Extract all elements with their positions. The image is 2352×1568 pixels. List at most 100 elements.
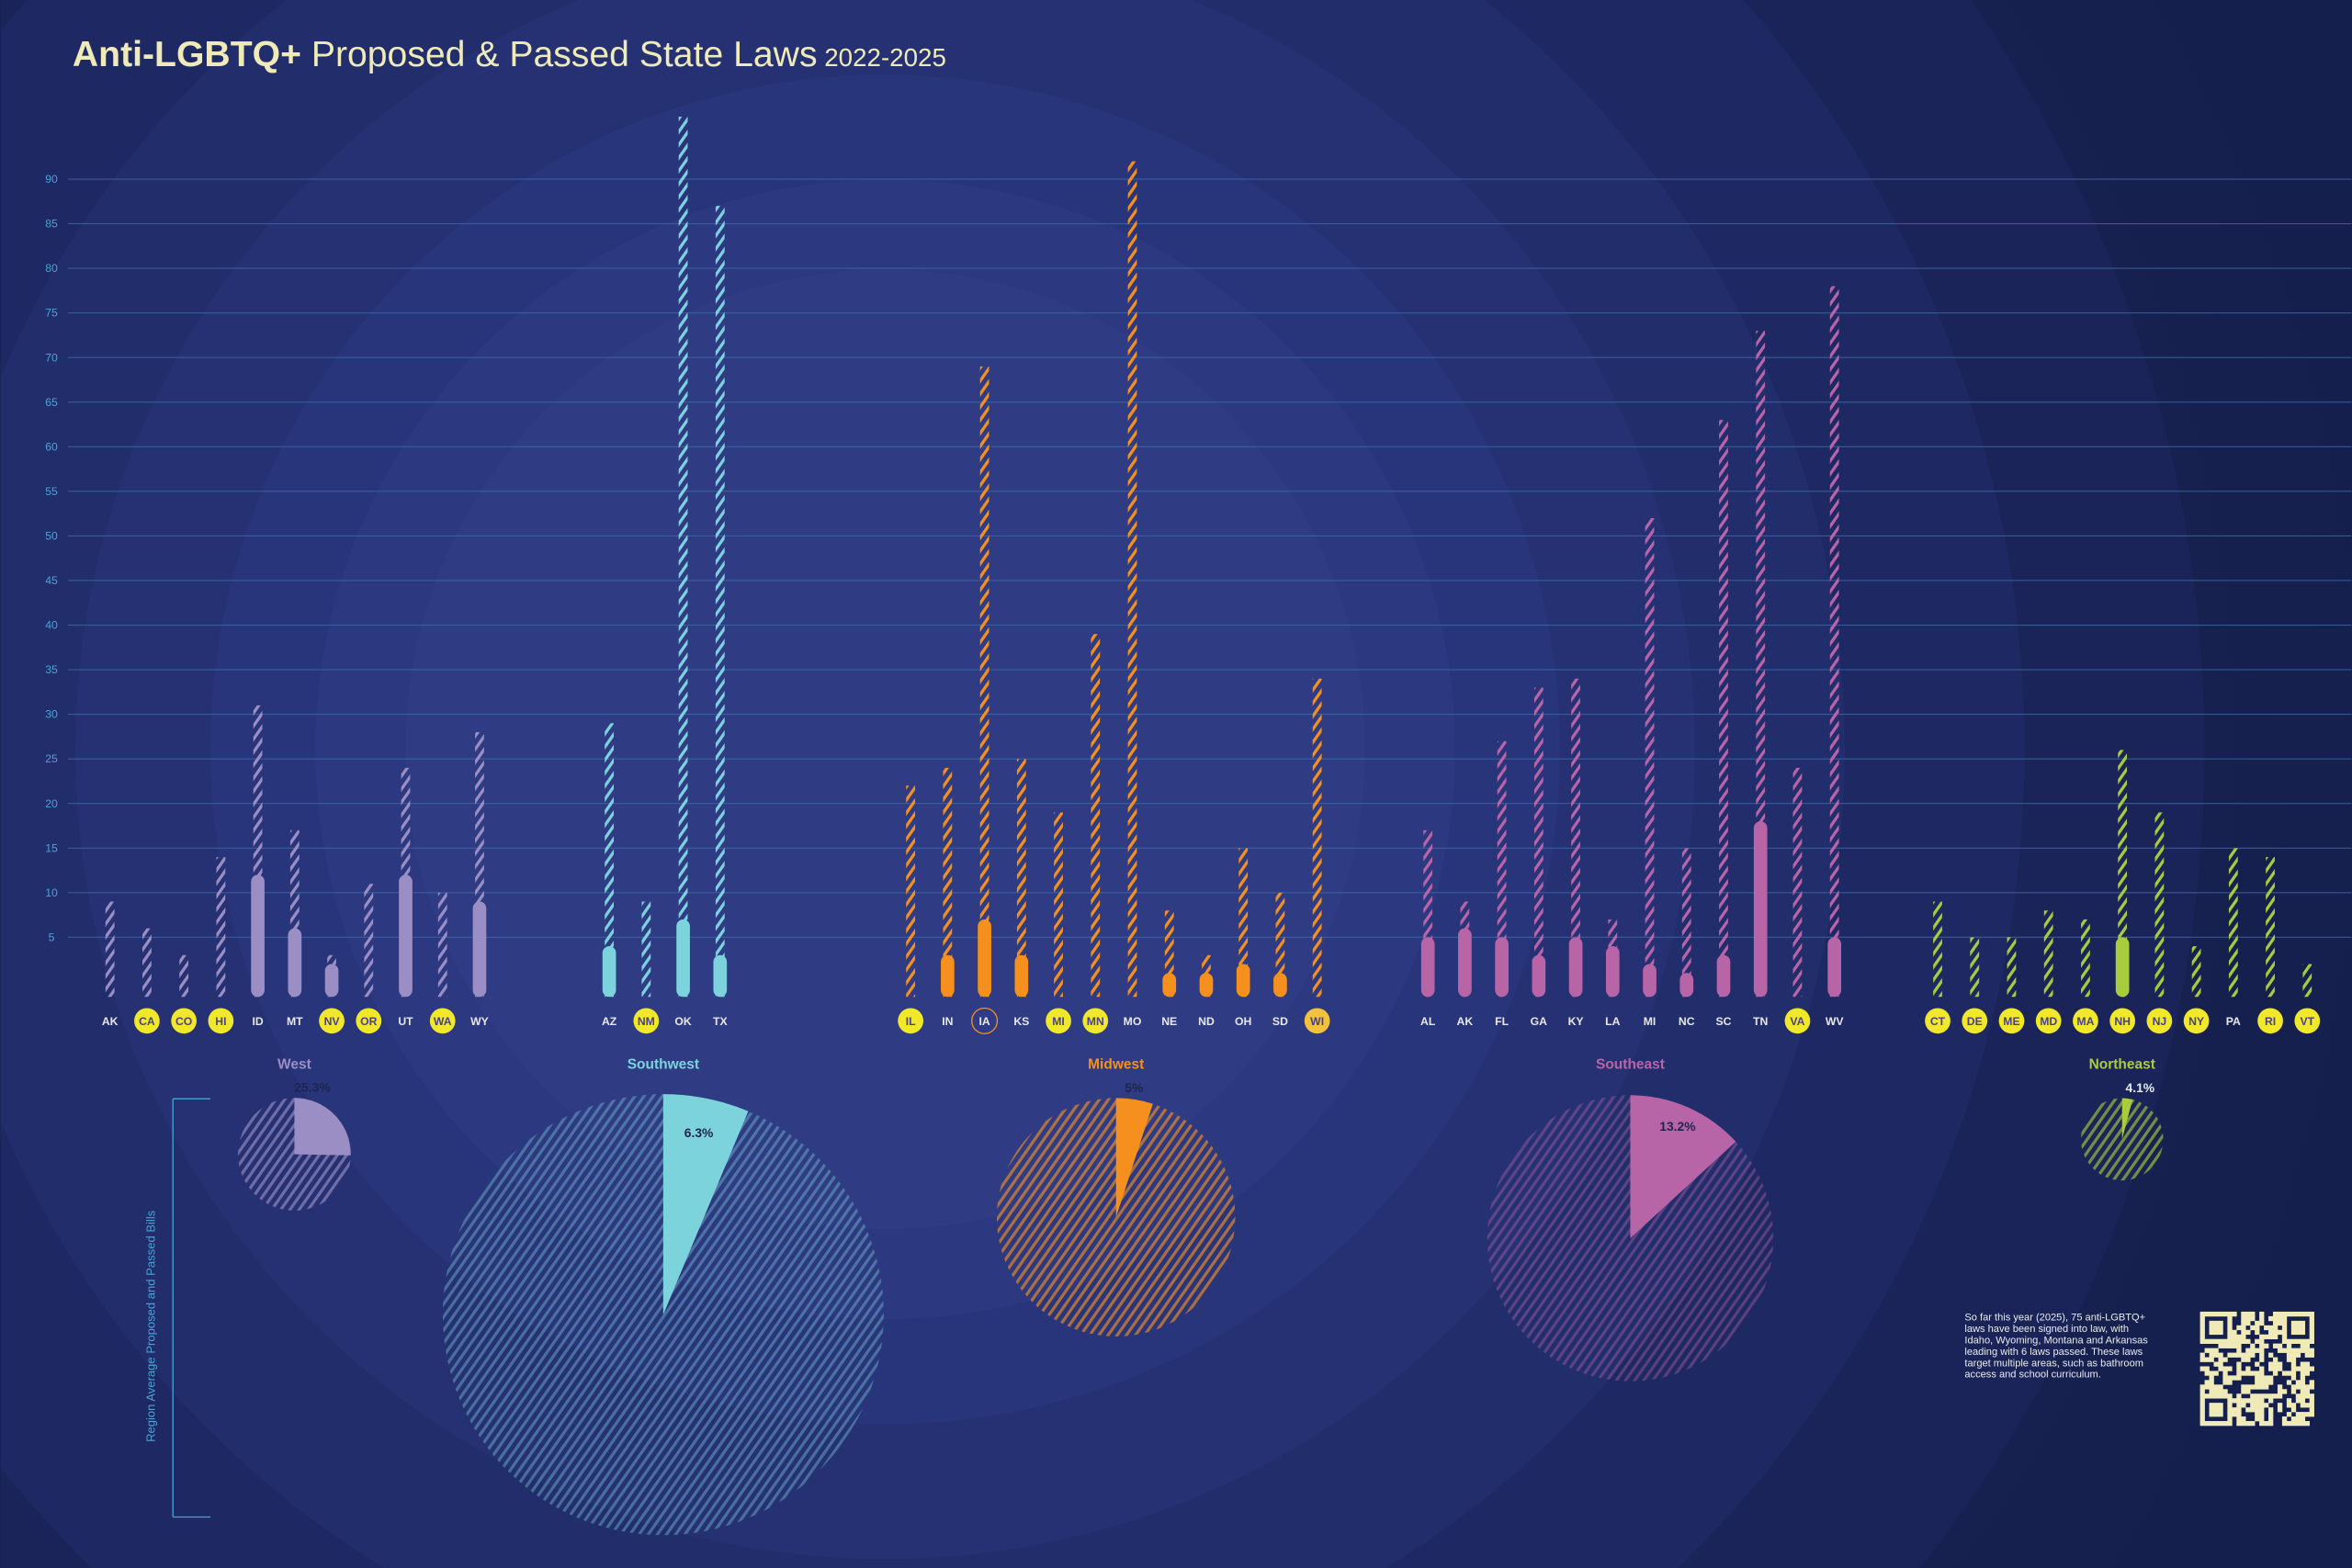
proposed-bar-de: [1970, 937, 1980, 998]
qr-module: [2259, 1393, 2265, 1399]
y-tick-label: 70: [45, 351, 58, 364]
qr-module: [2264, 1384, 2269, 1390]
qr-module: [2286, 1380, 2292, 1385]
qr-module: [2290, 1329, 2297, 1336]
qr-module: [2218, 1403, 2223, 1408]
qr-module: [2250, 1371, 2256, 1376]
qr-module: [2300, 1380, 2306, 1385]
proposed-bar-sc: [1719, 420, 1728, 998]
highlight-circle: [171, 1008, 198, 1034]
qr-module: [2213, 1338, 2219, 1344]
qr-module: [2199, 1398, 2205, 1404]
state-label: SC: [1715, 1015, 1731, 1028]
proposed-bar-va: [1792, 767, 1803, 998]
highlight-circle: [429, 1008, 456, 1034]
qr-module: [2209, 1371, 2214, 1376]
passed-bar-ks: [1014, 954, 1029, 998]
qr-module: [2218, 1407, 2223, 1413]
qr-module: [2304, 1371, 2311, 1376]
qr-module: [2250, 1393, 2256, 1399]
qr-module: [2204, 1366, 2210, 1371]
qr-module: [2218, 1393, 2223, 1399]
qr-module: [2259, 1320, 2265, 1326]
qr-module: [2236, 1403, 2242, 1408]
qr-module: [2259, 1421, 2265, 1427]
qr-module: [2268, 1325, 2274, 1331]
page-title: Anti-LGBTQ+ Proposed & Passed State Laws…: [73, 35, 946, 74]
state-label: PA: [2226, 1015, 2241, 1028]
note-line: Idaho, Wyoming, Montana and Arkansas: [1964, 1336, 2148, 1347]
qr-module: [2304, 1348, 2311, 1353]
qr-code-icon[interactable]: [2199, 1311, 2314, 1427]
qr-module: [2250, 1352, 2256, 1358]
state-label: KS: [1013, 1015, 1029, 1028]
qr-module: [2272, 1371, 2278, 1376]
qr-module: [2209, 1384, 2214, 1390]
state-label: MI: [1644, 1015, 1657, 1028]
qr-module: [2232, 1343, 2237, 1348]
y-tick-label: 50: [45, 529, 58, 542]
passed-bar-ky: [1568, 937, 1583, 998]
qr-module: [2227, 1366, 2233, 1371]
qr-module: [2218, 1311, 2223, 1317]
qr-module: [2277, 1343, 2283, 1348]
qr-module: [2272, 1311, 2278, 1317]
proposed-bar-ma: [2081, 919, 2090, 998]
proposed-bar-md: [2043, 910, 2053, 998]
passed-bar-fl: [1495, 937, 1509, 998]
state-label: TX: [713, 1015, 728, 1028]
qr-module: [2300, 1416, 2306, 1422]
qr-module: [2300, 1412, 2306, 1417]
qr-module: [2286, 1352, 2292, 1358]
passed-bar-ne: [1162, 973, 1177, 998]
note-line: access and school curriculum.: [1964, 1370, 2100, 1381]
state-label: RI: [2265, 1015, 2276, 1028]
qr-module: [2259, 1380, 2265, 1385]
qr-module: [2304, 1352, 2311, 1358]
qr-module: [2277, 1348, 2283, 1353]
qr-module: [2209, 1421, 2214, 1427]
qr-module: [2255, 1320, 2260, 1326]
qr-module: [2268, 1416, 2274, 1422]
qr-module: [2213, 1389, 2219, 1394]
qr-module: [2232, 1311, 2237, 1317]
qr-module: [2268, 1421, 2274, 1427]
qr-module: [2204, 1311, 2210, 1317]
y-tick-label: 65: [45, 396, 58, 409]
state-label: NC: [1679, 1015, 1695, 1028]
qr-module: [2290, 1361, 2297, 1367]
qr-module: [2218, 1366, 2223, 1371]
state-label: NV: [324, 1015, 341, 1028]
qr-module: [2245, 1366, 2251, 1371]
qr-module: [2199, 1403, 2205, 1408]
qr-module: [2286, 1311, 2292, 1317]
qr-module: [2199, 1334, 2205, 1340]
qr-module: [2209, 1357, 2214, 1362]
state-label: MI: [1052, 1015, 1065, 1028]
region-label: Midwest: [1088, 1057, 1144, 1073]
qr-module: [2309, 1320, 2314, 1326]
qr-module: [2295, 1398, 2301, 1404]
state-label: WY: [470, 1015, 489, 1028]
state-label: TN: [1753, 1015, 1768, 1028]
qr-module: [2300, 1366, 2306, 1371]
qr-module: [2241, 1315, 2246, 1322]
qr-module: [2286, 1338, 2292, 1344]
qr-module: [2227, 1407, 2233, 1413]
proposed-bar-mt: [289, 829, 300, 998]
qr-module: [2222, 1366, 2228, 1371]
qr-module: [2290, 1375, 2297, 1381]
qr-module: [2236, 1416, 2242, 1422]
qr-module: [2218, 1352, 2223, 1358]
qr-module: [2295, 1393, 2301, 1399]
state-label: IL: [906, 1015, 916, 1028]
y-axis-label: Region Average Proposed and Passed Bills: [144, 1210, 158, 1442]
state-label: AL: [1420, 1015, 1436, 1028]
qr-module: [2300, 1371, 2306, 1376]
state-label: SD: [1272, 1015, 1288, 1028]
qr-module: [2264, 1325, 2269, 1331]
qr-module: [2222, 1375, 2228, 1381]
state-label: GA: [1531, 1015, 1548, 1028]
region-label: Northeast: [2089, 1057, 2155, 1073]
y-tick-label: 10: [45, 886, 58, 899]
